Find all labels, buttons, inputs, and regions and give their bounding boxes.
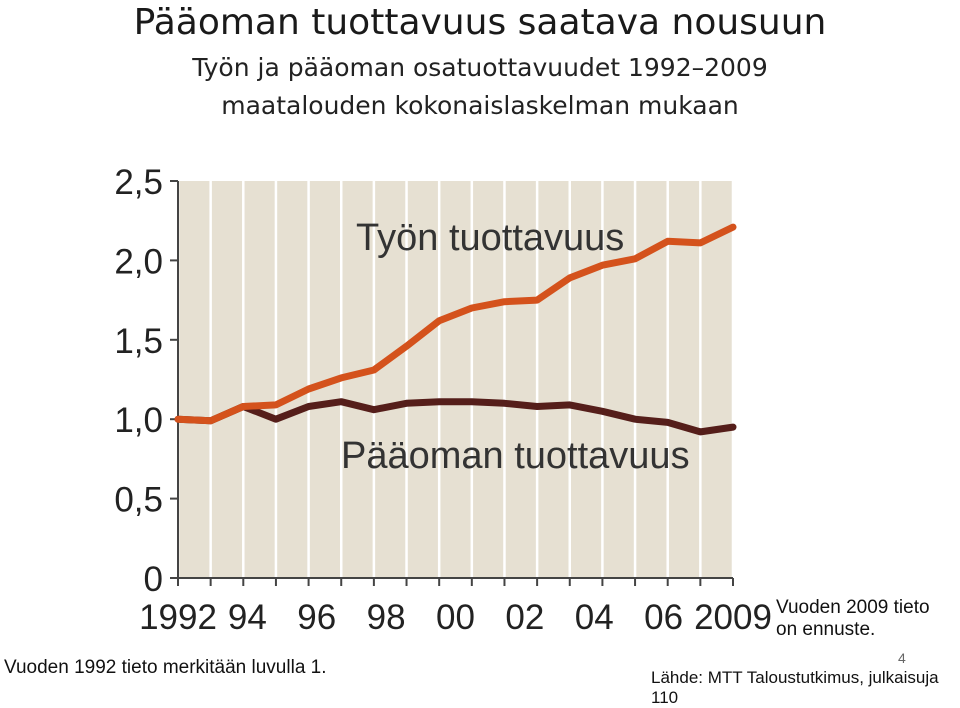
x-tick-label: 2009 (694, 598, 772, 637)
forecast-note-line1: Vuoden 2009 tieto (776, 597, 930, 618)
y-tick-label: 1,0 (114, 401, 163, 440)
series-labels: Työn tuottavuus Pääoman tuottavuus (341, 217, 690, 477)
x-tick-label: 98 (367, 598, 406, 637)
forecast-note: Vuoden 2009 tieto on ennuste. (776, 597, 956, 641)
series-lines (174, 223, 737, 436)
x-tick-label: 06 (644, 598, 683, 637)
y-tick-label: 0,5 (114, 481, 163, 520)
y-tick-label: 2,5 (114, 163, 163, 202)
x-tick-label: 00 (436, 598, 475, 637)
y-tick-label: 2,0 (114, 242, 163, 281)
page-number: 4 (898, 650, 906, 666)
y-tick-label: 0 (144, 560, 163, 599)
forecast-note-line2: on ennuste. (776, 619, 876, 640)
x-tick-label: 04 (575, 598, 614, 637)
series-line (174, 223, 737, 425)
series-label: Pääoman tuottavuus (341, 435, 690, 477)
x-tick-label: 02 (505, 598, 544, 637)
source-note: Lähde: MTT Taloustutkimus, julkaisuja 11… (651, 668, 939, 707)
x-tick-label: 96 (297, 598, 336, 637)
axis-ticks: 0 0,5 1,0 1,5 2,0 2,5 1992 94 96 98 00 02 04 06 2009 (114, 163, 772, 637)
series-label: Työn tuottavuus (356, 217, 624, 259)
productivity-line-chart: 0 0,5 1,0 1,5 2,0 2,5 1992 94 96 98 00 02 04 06 2009 T… (114, 163, 772, 637)
slide-title: Pääoman tuottavuus saatava nousuun (133, 2, 827, 43)
base-year-note: Vuoden 1992 tieto merkitään luvulla 1. (4, 657, 327, 678)
y-tick-label: 1,5 (114, 322, 163, 361)
chart-subtitle-line2: maatalouden kokonaislaskelman mukaan (221, 91, 739, 120)
x-tick-label: 1992 (139, 598, 217, 637)
series-line (174, 398, 737, 436)
axes (177, 181, 733, 579)
chart-subtitle-line1: Työn ja pääoman osatuottavuudet 1992–200… (192, 53, 768, 82)
plot-area (178, 181, 733, 578)
x-tick-label: 94 (228, 598, 267, 637)
